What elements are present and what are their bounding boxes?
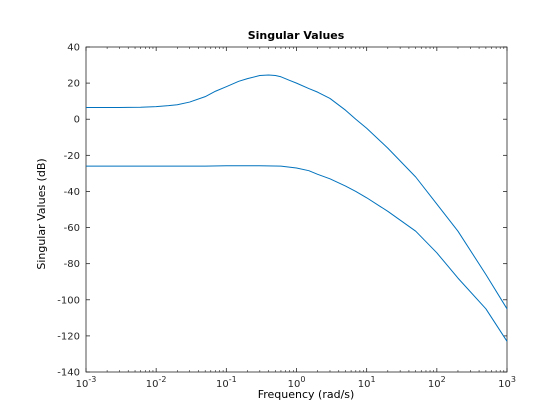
x-tick-label: 100 (288, 375, 306, 390)
y-tick-label: -60 (64, 223, 80, 234)
y-tick-label: -140 (57, 368, 80, 379)
x-tick-base: 10 (288, 379, 301, 390)
y-tick-label: -20 (64, 151, 80, 162)
x-tick-exponent: 0 (300, 375, 305, 384)
y-tick-label: -40 (64, 187, 80, 198)
y-tick-labels: 40 20 0 -20 -40 -60 -80 -100 -120 -140 (57, 43, 80, 379)
x-tick-exponent: -1 (229, 375, 237, 384)
y-tick-label: 0 (74, 115, 80, 126)
x-tick-label: 10-3 (76, 375, 97, 390)
x-tick-label: 101 (358, 375, 376, 390)
x-tick-exponent: 1 (370, 375, 375, 384)
x-tick-label: 102 (428, 375, 446, 390)
x-tick-exponent: 3 (511, 375, 516, 384)
x-axis-label: Frequency (rad/s) (258, 388, 355, 401)
chart-title: Singular Values (248, 29, 345, 42)
x-tick-base: 10 (146, 379, 159, 390)
series-lines (86, 74, 508, 342)
y-tick-label: 20 (67, 79, 80, 90)
series-line-1 (86, 74, 508, 310)
x-tick-exponent: -2 (159, 375, 167, 384)
plot-area (85, 46, 508, 373)
x-tick-base: 10 (428, 379, 441, 390)
x-tick-label: 10-2 (146, 375, 167, 390)
x-tick-labels: 10-3 10-2 10-1 100 101 102 103 (76, 375, 516, 390)
x-tick-base: 10 (76, 379, 89, 390)
x-tick-exponent: 2 (441, 375, 446, 384)
axis-ticks (85, 46, 508, 373)
y-tick-label: 40 (67, 43, 80, 54)
y-tick-label: -120 (57, 331, 80, 342)
x-tick-base: 10 (216, 379, 229, 390)
y-tick-label: -80 (64, 259, 80, 270)
x-tick-base: 10 (498, 379, 511, 390)
x-tick-label: 103 (498, 375, 516, 390)
x-tick-exponent: -3 (88, 375, 96, 384)
series-line-2 (86, 165, 508, 342)
x-tick-label: 10-1 (216, 375, 237, 390)
y-axis-label: Singular Values (dB) (35, 158, 48, 269)
x-tick-base: 10 (358, 379, 371, 390)
y-tick-label: -100 (57, 295, 80, 306)
